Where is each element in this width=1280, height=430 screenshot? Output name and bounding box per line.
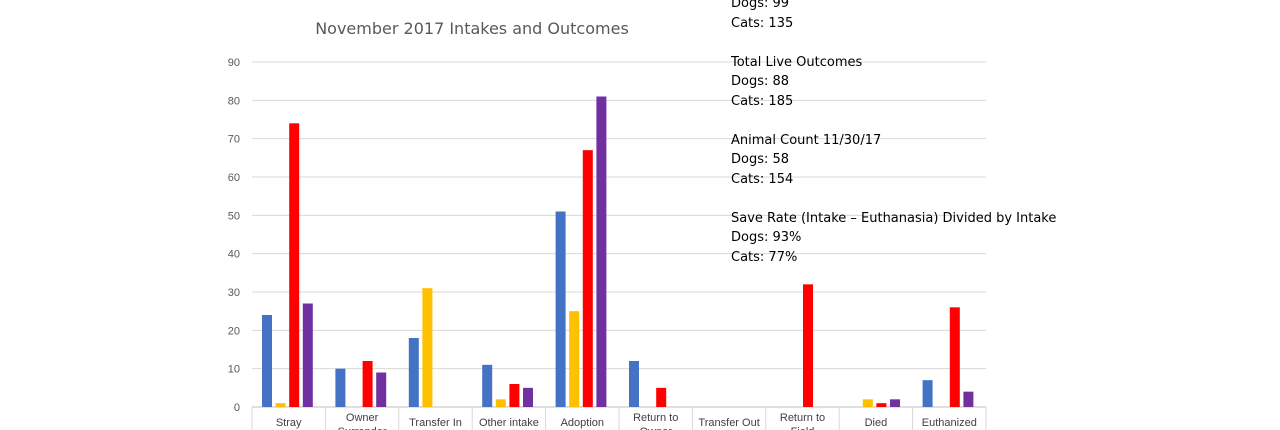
total-intake-dogs: Dogs: 99: [731, 0, 790, 11]
animal-count-block: Animal Count 11/30/17 Dogs: 58 Cats: 154: [731, 131, 1271, 190]
bar: [335, 368, 346, 407]
y-tick-label: 60: [228, 172, 240, 184]
summary-notes: Dogs: 99 Cats: 135 Total Live Outcomes D…: [731, 0, 1271, 287]
bar: [582, 150, 593, 407]
y-tick-label: 0: [234, 402, 240, 414]
bar: [876, 403, 887, 407]
y-tick-label: 10: [228, 364, 240, 376]
bar: [523, 387, 533, 407]
live-outcomes-block: Total Live Outcomes Dogs: 88 Cats: 185: [731, 53, 1271, 112]
bar: [629, 361, 639, 407]
bar: [289, 123, 300, 407]
bar: [596, 96, 607, 407]
bar: [862, 399, 873, 407]
category-label: Transfer In: [409, 417, 462, 429]
category-labels: Stray OwnerSurrender Transfer In Other inta…: [276, 412, 977, 430]
category-label: Transfer Out: [698, 417, 759, 429]
bar: [376, 372, 387, 407]
save-rate-title: Save Rate (Intake – Euthanasia) Divided …: [731, 210, 1057, 226]
animal-count-dogs: Dogs: 58: [731, 152, 790, 167]
animal-count-cats: Cats: 154: [731, 171, 794, 187]
gridlines: [251, 61, 987, 430]
category-label: Stray: [276, 417, 302, 429]
bar: [890, 399, 900, 407]
live-outcomes-dogs: Dogs: 88: [731, 74, 790, 89]
live-outcomes-cats: Cats: 185: [731, 93, 794, 109]
bar: [803, 284, 813, 407]
bar: [509, 384, 520, 407]
category-label: Died: [865, 417, 888, 429]
save-rate-dogs: Dogs: 93%: [731, 230, 802, 245]
bar: [262, 315, 272, 407]
y-tick-label: 30: [228, 287, 240, 299]
bar: [275, 403, 286, 407]
category-label: OwnerSurrender: [338, 412, 387, 430]
y-tick-label: 50: [228, 210, 240, 222]
save-rate-cats: Cats: 77%: [731, 249, 798, 265]
category-label: Euthanized: [922, 417, 977, 429]
y-tick-label: 70: [228, 134, 240, 146]
live-outcomes-title: Total Live Outcomes: [731, 54, 863, 70]
bar: [963, 391, 974, 407]
category-label: Return toField: [780, 412, 825, 430]
bars: [262, 96, 974, 407]
bar: [422, 288, 433, 407]
category-label: Return toOwner: [633, 412, 678, 430]
bar: [302, 303, 313, 407]
bar: [362, 361, 373, 407]
bar: [569, 311, 580, 407]
y-tick-label: 90: [228, 57, 240, 69]
category-label: Other intake: [479, 417, 539, 429]
total-intake-cats: Cats: 135: [731, 15, 794, 31]
bar: [495, 399, 506, 407]
y-tick-label: 80: [228, 95, 240, 107]
bar: [656, 387, 667, 407]
bar: [408, 338, 419, 407]
animal-count-title: Animal Count 11/30/17: [731, 132, 882, 148]
y-tick-label: 20: [228, 325, 240, 337]
y-axis-ticks: 0 10 20 30 40 50 60 70 80 90: [228, 57, 240, 414]
bar: [555, 211, 566, 407]
category-label: Adoption: [561, 417, 604, 429]
total-intake-block: Dogs: 99 Cats: 135: [731, 0, 1271, 33]
bar: [949, 307, 960, 407]
bar: [922, 380, 933, 407]
bar: [482, 364, 493, 407]
chart-title: November 2017 Intakes and Outcomes: [315, 19, 629, 38]
y-tick-label: 40: [228, 249, 240, 261]
save-rate-block: Save Rate (Intake – Euthanasia) Divided …: [731, 209, 1271, 268]
